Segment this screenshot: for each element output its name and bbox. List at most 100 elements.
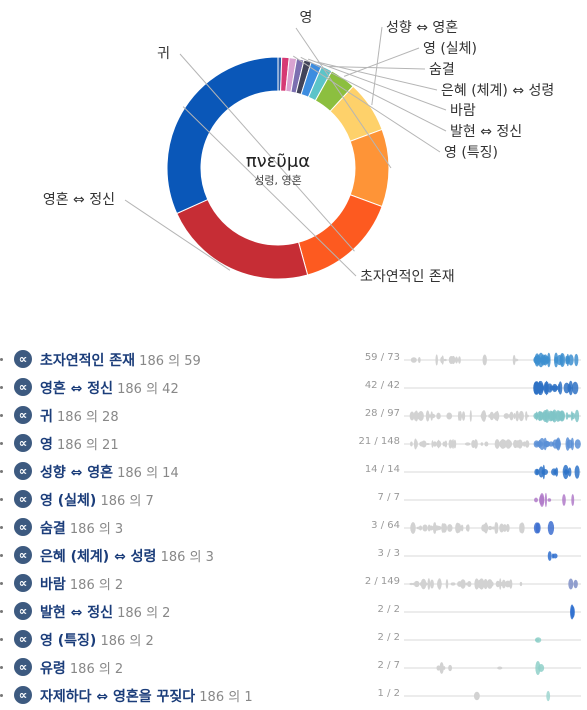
sense-ratio: 1 / 2 — [377, 688, 400, 699]
sense-label[interactable]: 숨결 186 의 3 — [40, 518, 123, 538]
sense-name[interactable]: 영 (특징) — [40, 633, 97, 649]
sense-label[interactable]: 영 (특징) 186 의 2 — [40, 630, 154, 650]
alpha-icon[interactable]: ∝ — [14, 378, 32, 396]
donut-leader-lines — [124, 26, 447, 277]
bullet-icon — [0, 470, 3, 473]
bullet-icon — [0, 554, 3, 557]
sense-count: 186 의 7 — [96, 494, 154, 509]
sense-ratio: 28 / 97 — [364, 408, 400, 419]
sense-label[interactable]: 초자연적인 존재 186 의 59 — [40, 350, 201, 370]
sense-count: 186 의 2 — [65, 662, 124, 677]
sense-label[interactable]: 바람 186 의 2 — [40, 574, 123, 594]
alpha-icon[interactable]: ∝ — [14, 434, 32, 452]
slice-label: 영 — [300, 10, 313, 26]
sense-row[interactable]: ∝ 귀 186 의 28 28 / 97 — [0, 402, 587, 430]
sense-label[interactable]: 은혜 (체계) ⇔ 성령 186 의 3 — [40, 546, 214, 566]
alpha-icon[interactable]: ∝ — [14, 406, 32, 424]
sense-label[interactable]: 영혼 ⇔ 정신 186 의 42 — [40, 378, 179, 398]
sense-name[interactable]: 귀 — [40, 409, 53, 425]
sense-count: 186 의 1 — [195, 690, 253, 705]
alpha-icon[interactable]: ∝ — [14, 658, 32, 676]
sense-name[interactable]: 유령 — [40, 661, 66, 677]
alpha-icon[interactable]: ∝ — [14, 630, 32, 648]
distribution-sparkline — [404, 380, 581, 396]
bullet-icon — [0, 414, 3, 417]
distribution-sparkline — [404, 437, 581, 451]
sense-ratio: 42 / 42 — [364, 380, 400, 391]
sense-count: 186 의 2 — [96, 634, 154, 649]
alpha-icon[interactable]: ∝ — [14, 490, 32, 508]
alpha-icon[interactable]: ∝ — [14, 574, 32, 592]
sense-count: 186 의 14 — [113, 466, 179, 481]
sense-ratio: 14 / 14 — [364, 464, 400, 475]
alpha-icon[interactable]: ∝ — [14, 686, 32, 704]
sense-row[interactable]: ∝ 은혜 (체계) ⇔ 성령 186 의 3 3 / 3 — [0, 542, 587, 570]
distribution-sparkline — [404, 551, 581, 561]
donut-slices — [166, 56, 390, 280]
sense-row[interactable]: ∝ 성향 ⇔ 영혼 186 의 14 14 / 14 — [0, 458, 587, 486]
sense-ratio: 2 / 2 — [377, 604, 400, 615]
donut-slice[interactable] — [176, 198, 309, 280]
sense-name[interactable]: 발현 ⇔ 정신 — [40, 605, 113, 621]
sense-label[interactable]: 귀 186 의 28 — [40, 406, 119, 426]
sense-label[interactable]: 유령 186 의 2 — [40, 658, 123, 678]
distribution-sparkline — [404, 690, 581, 702]
sense-ratio: 3 / 3 — [377, 548, 400, 559]
distribution-sparkline — [404, 464, 581, 480]
sense-ratio: 2 / 7 — [377, 660, 400, 671]
alpha-icon[interactable]: ∝ — [14, 518, 32, 536]
sense-count: 186 의 59 — [135, 354, 201, 369]
chart-center-title: πνεῦμα — [246, 151, 310, 172]
sense-label[interactable]: 성향 ⇔ 영혼 186 의 14 — [40, 462, 179, 482]
sense-label[interactable]: 발현 ⇔ 정신 186 의 2 — [40, 602, 170, 622]
distribution-sparkline — [404, 604, 581, 620]
sense-label[interactable]: 영 (실체) 186 의 7 — [40, 490, 154, 510]
sense-row[interactable]: ∝ 바람 186 의 2 2 / 149 — [0, 570, 587, 598]
leader-line — [292, 55, 441, 153]
sense-row[interactable]: ∝ 영 186 의 21 21 / 148 — [0, 430, 587, 458]
slice-label: 영 (실체) — [423, 41, 477, 57]
alpha-icon[interactable]: ∝ — [14, 546, 32, 564]
sense-row[interactable]: ∝ 유령 186 의 2 2 / 7 — [0, 654, 587, 682]
slice-label: 귀 — [157, 46, 170, 62]
alpha-icon[interactable]: ∝ — [14, 350, 32, 368]
sense-row[interactable]: ∝ 숨결 186 의 3 3 / 64 — [0, 514, 587, 542]
bullet-icon — [0, 526, 3, 529]
alpha-icon[interactable]: ∝ — [14, 462, 32, 480]
distribution-sparkline — [404, 637, 581, 643]
sense-row[interactable]: ∝ 자제하다 ⇔ 영혼을 꾸짖다 186 의 1 1 / 2 — [0, 682, 587, 710]
sense-name[interactable]: 영혼 ⇔ 정신 — [40, 381, 113, 397]
sense-ratio: 7 / 7 — [377, 492, 400, 503]
sense-name[interactable]: 성향 ⇔ 영혼 — [40, 465, 113, 481]
donut-slice[interactable] — [166, 56, 279, 215]
sense-name[interactable]: 바람 — [40, 577, 66, 593]
sense-name[interactable]: 영 (실체) — [40, 493, 97, 509]
sense-name[interactable]: 숨결 — [40, 521, 66, 537]
sense-row[interactable]: ∝ 영혼 ⇔ 정신 186 의 42 42 / 42 — [0, 374, 587, 402]
chart-center-subtitle: 성령, 영혼 — [254, 174, 301, 187]
sense-count: 186 의 2 — [113, 606, 171, 621]
sense-name[interactable]: 자제하다 ⇔ 영혼을 꾸짖다 — [40, 689, 196, 705]
sense-name[interactable]: 은혜 (체계) ⇔ 성령 — [40, 549, 157, 565]
leader-line — [371, 26, 383, 106]
sense-row[interactable]: ∝ 영 (특징) 186 의 2 2 / 2 — [0, 626, 587, 654]
sense-row[interactable]: ∝ 발현 ⇔ 정신 186 의 2 2 / 2 — [0, 598, 587, 626]
sense-name[interactable]: 영 — [40, 437, 53, 453]
distribution-sparkline — [404, 578, 581, 590]
donut-slice[interactable] — [349, 128, 390, 208]
alpha-icon[interactable]: ∝ — [14, 602, 32, 620]
distribution-sparkline — [404, 352, 581, 368]
sense-label[interactable]: 자제하다 ⇔ 영혼을 꾸짖다 186 의 1 — [40, 686, 253, 706]
sense-name[interactable]: 초자연적인 존재 — [40, 353, 136, 369]
slice-label: 영 (특징) — [444, 145, 498, 161]
bullet-icon — [0, 582, 3, 585]
slice-label: 성향 ⇔ 영혼 — [386, 20, 458, 36]
bullet-icon — [0, 386, 3, 389]
leader-line — [124, 199, 231, 271]
sense-row[interactable]: ∝ 초자연적인 존재 186 의 59 59 / 73 — [0, 346, 587, 374]
sense-row[interactable]: ∝ 영 (실체) 186 의 7 7 / 7 — [0, 486, 587, 514]
sense-label[interactable]: 영 186 의 21 — [40, 434, 119, 454]
bullet-icon — [0, 666, 3, 669]
slice-label: 영혼 ⇔ 정신 — [43, 192, 115, 208]
